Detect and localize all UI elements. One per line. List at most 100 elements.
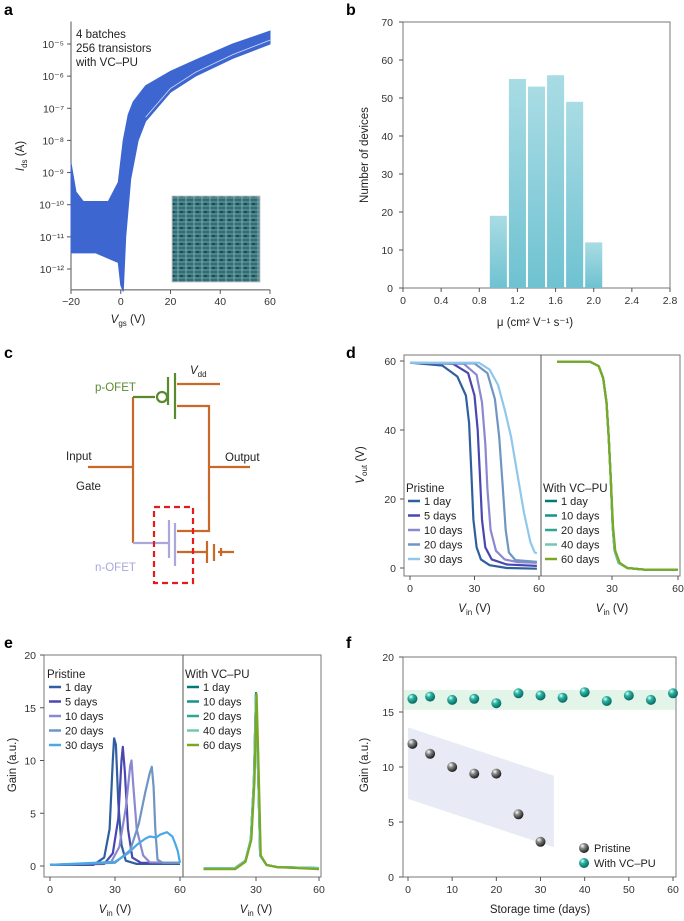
series-line: [557, 360, 678, 571]
pristine-data-point: [491, 768, 502, 779]
legend-label: 20 days: [424, 540, 463, 552]
x-tick-label: 30: [109, 884, 121, 896]
series-line: [50, 737, 180, 866]
series-line: [49, 831, 182, 866]
legend-marker-vcpu: [579, 858, 589, 868]
y-axis-label-symbol: V: [355, 475, 367, 484]
histogram-bar: [527, 86, 546, 288]
legend-marker-pristine: [579, 843, 589, 853]
panel-letter-d: d: [346, 345, 356, 362]
pristine-trend-band: [408, 727, 554, 848]
pristine-data-point: [469, 768, 480, 779]
annotation-text: with VC–PU: [75, 57, 138, 69]
y-tick-label: 5: [388, 817, 394, 829]
x-tick-label: 20: [165, 296, 177, 308]
series-line: [410, 361, 538, 555]
y-tick-label: 10⁻⁹: [42, 168, 64, 180]
legend-label: Pristine: [594, 843, 631, 855]
x-tick-label: 60: [174, 884, 186, 896]
pristine-data-point: [407, 738, 418, 749]
x-tick-label: 0: [400, 295, 406, 307]
x-axis-label-symbol: V: [596, 603, 605, 615]
legend-label: 1 day: [561, 496, 588, 508]
y-tick-label: 10: [382, 762, 394, 774]
legend-label: 10 days: [561, 511, 600, 523]
x-axis-label-subscript: in: [247, 909, 253, 918]
panel-a-transfer-curves: −20 0 20 40 60 10⁻⁵ 10⁻⁶ 10⁻⁷ 10⁻⁸ 10⁻⁹ 10⁻¹⁰ 10⁻¹¹…: [15, 21, 276, 328]
legend-label: 5 days: [65, 697, 98, 709]
y-axis-label: Gain (a.u.): [359, 738, 371, 792]
y-axis-label-subscript: out: [360, 464, 369, 476]
legend-label: 5 days: [424, 511, 457, 523]
x-tick-label: 30: [535, 884, 547, 896]
y-tick-label: 5: [30, 808, 36, 820]
legend-label: 10 days: [424, 525, 463, 537]
series-line: [49, 765, 180, 866]
pristine-data-point: [535, 836, 546, 847]
y-tick-label: 30: [381, 169, 393, 181]
series-line: [203, 692, 320, 871]
series-line: [409, 361, 537, 564]
n-ofet-transistor: [133, 520, 177, 566]
p-ofet-label: p-OFET: [95, 382, 136, 394]
y-tick-label: 0: [387, 283, 393, 295]
x-axis-label: Vin (V): [458, 603, 491, 617]
y-tick-label: 70: [381, 17, 393, 29]
x-tick-label: 50: [623, 884, 635, 896]
vcpu-data-point: [601, 696, 612, 706]
y-tick-label: 15: [24, 703, 36, 715]
histogram-bar: [489, 215, 507, 288]
series-line: [409, 361, 537, 563]
panel-letter-a: a: [4, 2, 13, 19]
x-axis-label: Vin (V): [99, 904, 132, 918]
legend-label: 20 days: [561, 525, 600, 537]
vdd-label: Vdd: [190, 365, 207, 379]
transfer-curve-outlier: [145, 39, 271, 118]
legend-label: 40 days: [203, 726, 242, 738]
chip-photo-inset: [171, 195, 261, 283]
series-line: [557, 360, 678, 571]
legend-label: 10 days: [65, 711, 104, 723]
x-axis-label-subscript: in: [106, 909, 112, 918]
x-tick-label: 30: [606, 583, 618, 595]
vdd-subscript: dd: [198, 370, 207, 379]
panel-letter-c: c: [4, 345, 13, 362]
annotation-text: 4 batches: [76, 29, 126, 41]
pristine-data-point: [425, 748, 436, 759]
x-tick-label: 1.6: [548, 295, 563, 307]
y-axis-label: Number of devices: [359, 107, 371, 203]
legend-label: 1 day: [65, 682, 92, 694]
y-tick-label: 0: [30, 861, 36, 873]
series-line: [409, 361, 537, 570]
y-tick-label: 40: [381, 131, 393, 143]
vdd-symbol: V: [190, 365, 199, 377]
transfer-curve-bundle: [70, 30, 271, 292]
x-axis-label-symbol: V: [99, 904, 108, 916]
y-tick-label: 10⁻¹²: [40, 264, 65, 276]
legend-label: 60 days: [561, 554, 600, 566]
vcpu-data-point: [557, 692, 568, 703]
vcpu-data-point: [407, 693, 418, 704]
x-tick-label: 2.0: [586, 295, 601, 307]
legend-label: 30 days: [65, 740, 104, 752]
y-tick-label: 15: [382, 707, 394, 719]
legend-label: 30 days: [424, 554, 463, 566]
y-tick-label: 10⁻⁶: [42, 71, 64, 83]
vcpu-data-point: [469, 693, 480, 704]
y-tick-label: 40: [384, 425, 396, 437]
y-tick-label: 10⁻¹¹: [40, 232, 65, 244]
panel-letter-b: b: [346, 2, 356, 19]
y-tick-label: 20: [382, 652, 394, 664]
histogram-bar: [508, 79, 526, 288]
y-axis-label: Gain (a.u.): [7, 738, 19, 792]
series-line: [557, 360, 678, 571]
x-axis-label: μ (cm² V⁻¹ s⁻¹): [497, 317, 573, 329]
x-tick-label: 40: [214, 296, 226, 308]
x-axis-label: Vin (V): [596, 603, 629, 617]
x-axis-label-subscript: in: [603, 608, 609, 617]
highlight-box: [152, 505, 195, 585]
legend-label: 1 day: [424, 496, 451, 508]
x-tick-label: 2.4: [625, 295, 640, 307]
